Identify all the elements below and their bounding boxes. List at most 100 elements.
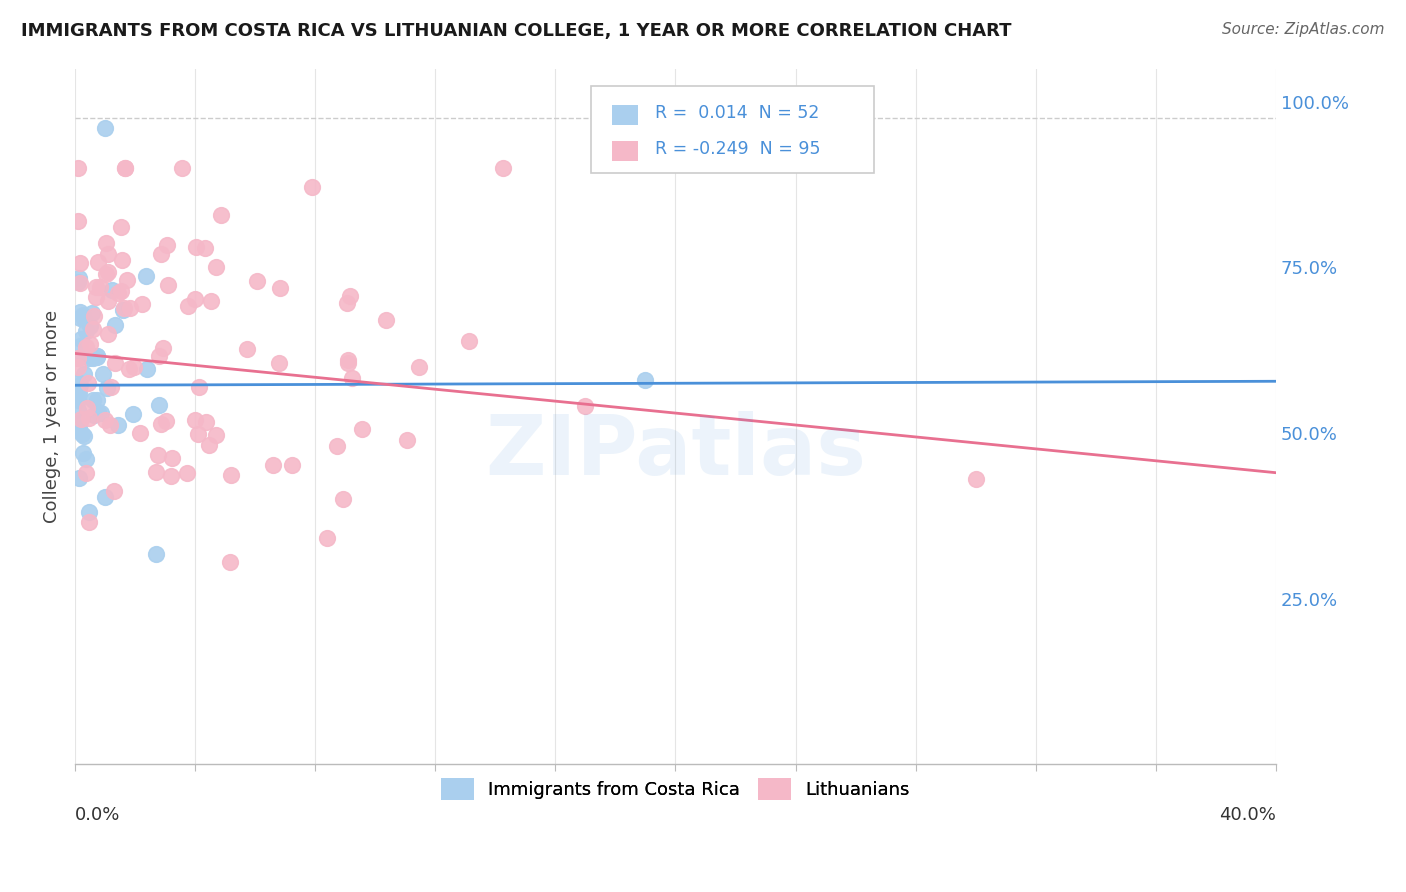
Point bbox=[66, 214, 89, 228]
Point bbox=[77, 505, 100, 519]
Point bbox=[114, 161, 136, 175]
Point bbox=[326, 439, 349, 453]
FancyBboxPatch shape bbox=[612, 104, 638, 126]
Point bbox=[107, 286, 129, 301]
Point bbox=[90, 406, 112, 420]
Point bbox=[82, 306, 104, 320]
Point bbox=[82, 351, 104, 366]
Point bbox=[219, 555, 242, 569]
Point bbox=[75, 466, 97, 480]
Point bbox=[79, 337, 101, 351]
Point bbox=[66, 275, 89, 289]
Point bbox=[69, 311, 91, 326]
Point bbox=[77, 351, 100, 365]
Point bbox=[69, 339, 91, 353]
Point bbox=[236, 342, 259, 356]
Point bbox=[120, 301, 142, 315]
Point bbox=[246, 274, 269, 288]
Point bbox=[66, 351, 89, 366]
Point bbox=[350, 421, 373, 435]
Point bbox=[374, 313, 396, 327]
Point bbox=[83, 309, 105, 323]
Point bbox=[82, 393, 104, 408]
Text: 0.0%: 0.0% bbox=[75, 806, 121, 824]
Point bbox=[84, 280, 107, 294]
Point bbox=[67, 471, 90, 485]
Point bbox=[80, 349, 103, 363]
Point bbox=[395, 434, 418, 448]
Point bbox=[149, 417, 172, 431]
Point bbox=[107, 417, 129, 432]
Point bbox=[70, 426, 93, 441]
Point bbox=[280, 458, 302, 472]
Point bbox=[634, 373, 657, 387]
Point bbox=[135, 269, 157, 284]
Point bbox=[458, 334, 481, 348]
Point bbox=[316, 532, 339, 546]
Point bbox=[98, 417, 121, 432]
Point bbox=[337, 356, 360, 370]
Point bbox=[336, 296, 359, 310]
Point bbox=[114, 301, 136, 316]
Point bbox=[122, 360, 145, 375]
Point bbox=[91, 367, 114, 381]
Point bbox=[76, 376, 98, 390]
Point bbox=[337, 353, 360, 368]
Point bbox=[89, 280, 111, 294]
Point bbox=[87, 405, 110, 419]
Text: 40.0%: 40.0% bbox=[1219, 806, 1277, 824]
Point bbox=[205, 260, 228, 275]
Point bbox=[94, 413, 117, 427]
Point bbox=[148, 349, 170, 363]
Point bbox=[209, 208, 232, 222]
Point bbox=[66, 376, 89, 390]
Point bbox=[112, 302, 135, 317]
Point bbox=[66, 360, 89, 375]
Point bbox=[94, 236, 117, 251]
Text: R =  0.014  N = 52: R = 0.014 N = 52 bbox=[655, 104, 820, 122]
Point bbox=[75, 324, 97, 338]
Point bbox=[86, 349, 108, 363]
Point bbox=[115, 273, 138, 287]
Point bbox=[86, 349, 108, 363]
Point bbox=[301, 179, 323, 194]
Point bbox=[205, 428, 228, 442]
Point bbox=[128, 426, 150, 441]
Point bbox=[96, 381, 118, 395]
Point bbox=[76, 401, 98, 416]
Point bbox=[72, 308, 94, 322]
Point bbox=[77, 410, 100, 425]
Point bbox=[162, 450, 184, 465]
Point bbox=[75, 340, 97, 354]
Point bbox=[69, 377, 91, 392]
Point bbox=[97, 247, 120, 261]
Point bbox=[87, 255, 110, 269]
Point bbox=[94, 267, 117, 281]
Point bbox=[73, 428, 96, 442]
Point bbox=[339, 289, 361, 303]
Text: ZIPatlas: ZIPatlas bbox=[485, 410, 866, 491]
Point bbox=[69, 333, 91, 347]
Point bbox=[114, 161, 136, 175]
Point bbox=[73, 312, 96, 326]
Point bbox=[146, 448, 169, 462]
Point bbox=[269, 281, 291, 295]
Point bbox=[67, 387, 90, 401]
Legend: Immigrants from Costa Rica, Lithuanians: Immigrants from Costa Rica, Lithuanians bbox=[434, 771, 917, 807]
Point bbox=[193, 241, 215, 255]
Point bbox=[69, 277, 91, 291]
Point bbox=[75, 452, 97, 467]
Point bbox=[340, 371, 363, 385]
Point bbox=[100, 380, 122, 394]
FancyBboxPatch shape bbox=[592, 86, 873, 173]
Point bbox=[66, 416, 89, 430]
Point bbox=[118, 362, 141, 376]
Point bbox=[159, 468, 181, 483]
Point bbox=[86, 392, 108, 407]
FancyBboxPatch shape bbox=[612, 141, 638, 161]
Point bbox=[145, 547, 167, 561]
Point bbox=[332, 492, 354, 507]
Y-axis label: College, 1 year or more: College, 1 year or more bbox=[44, 310, 60, 523]
Point bbox=[93, 490, 115, 504]
Point bbox=[131, 297, 153, 311]
